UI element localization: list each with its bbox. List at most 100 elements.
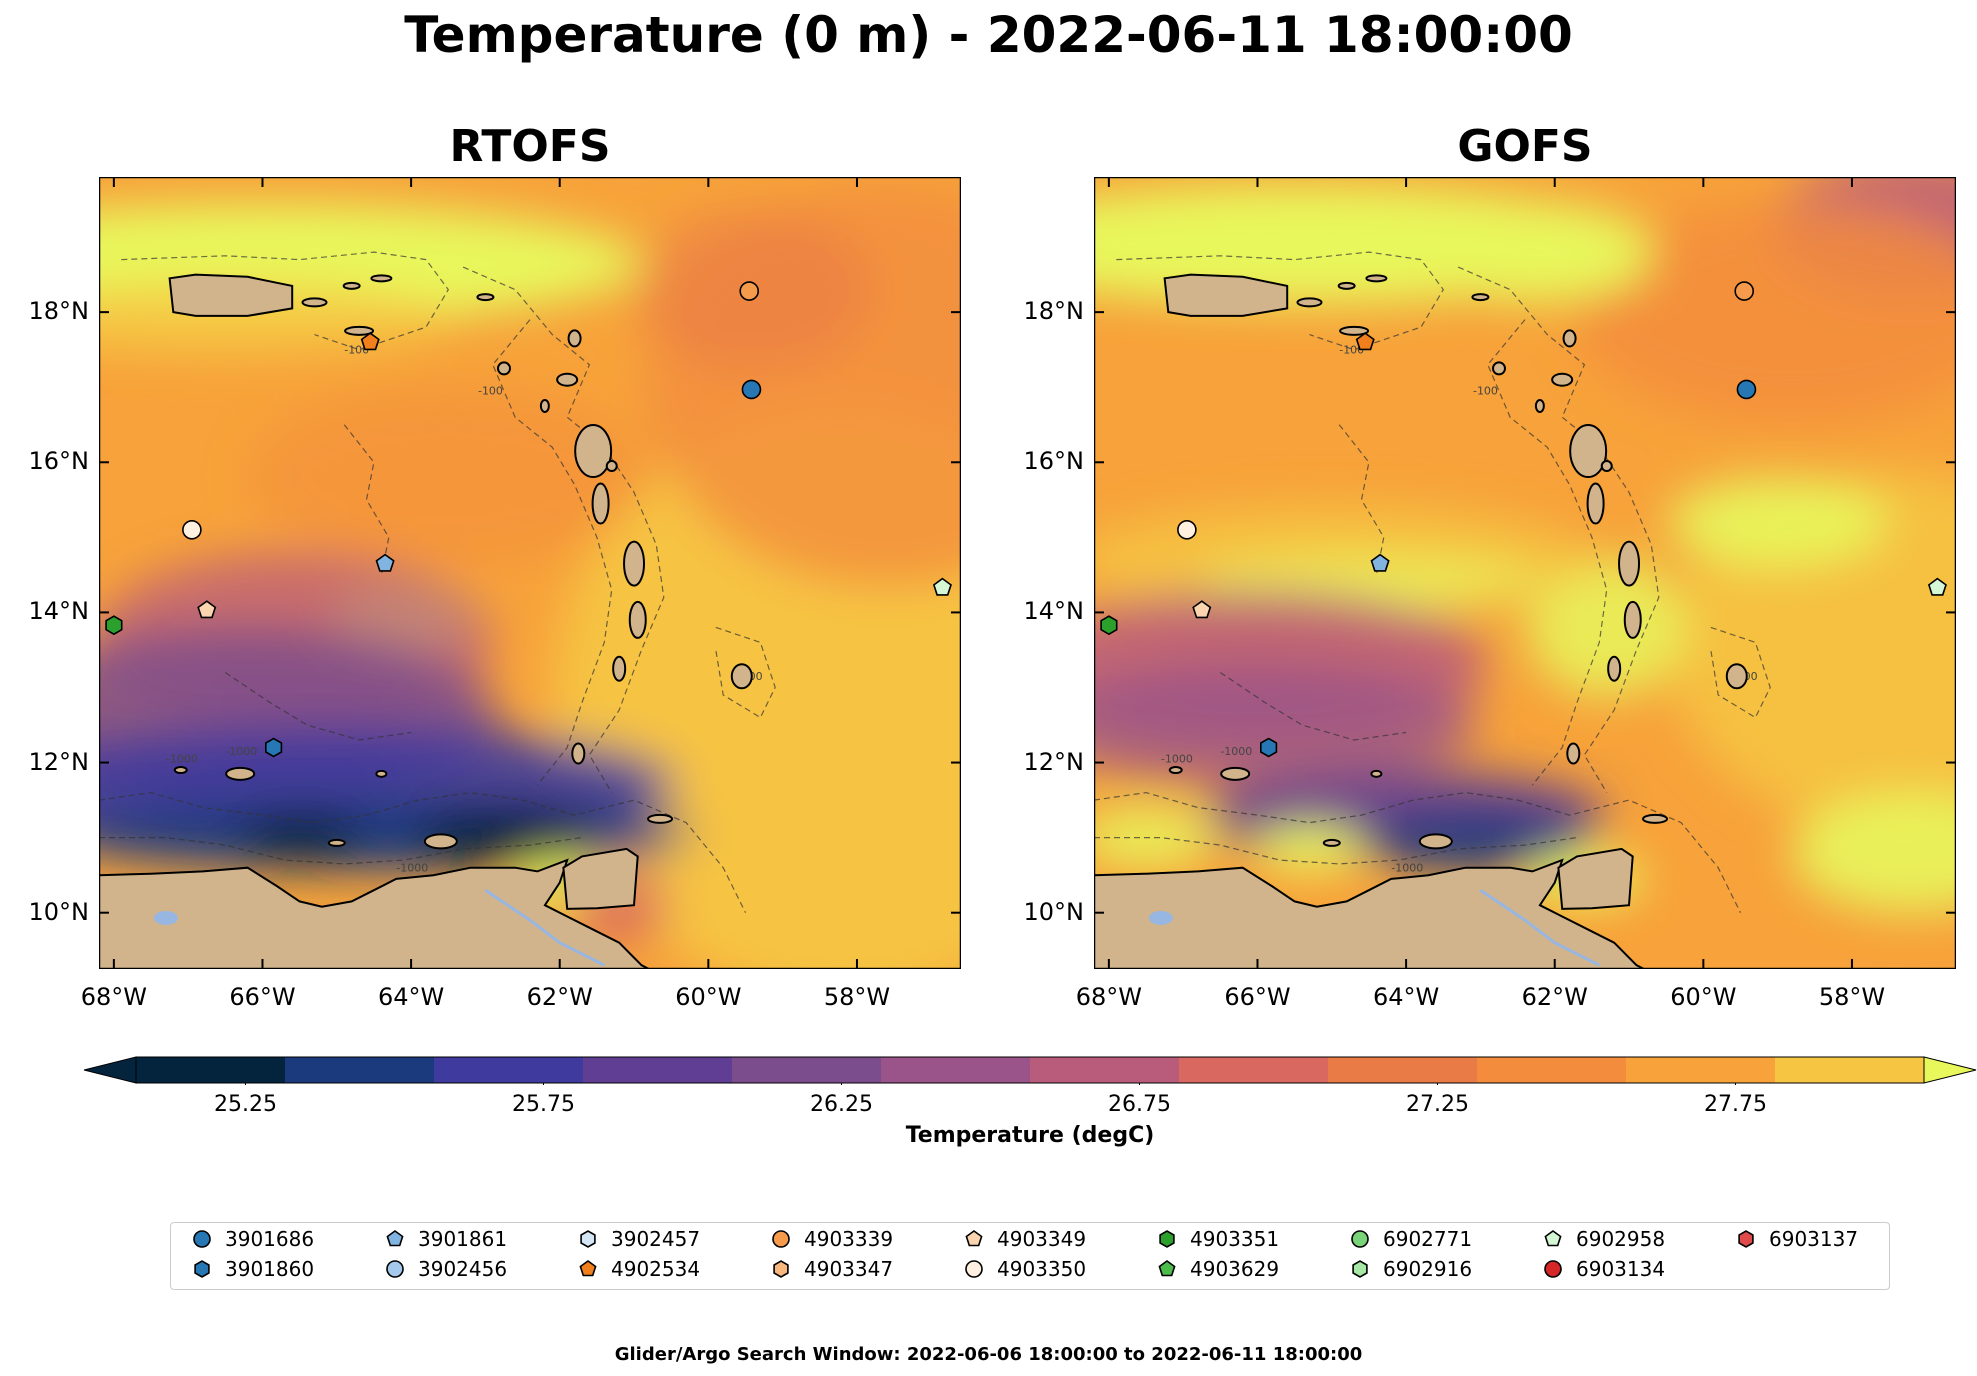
bathymetry-contour [715,626,776,719]
venezuela-land [99,858,650,969]
argo-float-marker [1927,577,1947,596]
legend-label: 6902771 [1383,1227,1473,1251]
legend-item: 6903134 [1542,1257,1665,1281]
colorbar-segment [1626,1057,1776,1083]
island [342,281,361,290]
argo-float-marker [1192,600,1212,619]
island [1725,663,1748,690]
map-frame [99,177,961,969]
lon-tick-label: 64°W [1372,983,1440,1011]
island [1168,766,1183,775]
colorbar-segment [583,1057,733,1083]
temperature-region [1572,202,1956,423]
colorbar-tick-label: 25.25 [214,1092,277,1117]
island [1296,297,1323,308]
bathymetry-contour [492,319,613,786]
island [1607,655,1622,682]
legend-marker [1738,1230,1754,1248]
temperature-region [1667,477,1888,568]
argo-float-marker [1355,332,1375,351]
island [567,329,582,348]
legend-label: 4903339 [804,1227,894,1251]
legend-item: 4902534 [577,1257,700,1281]
legend-label: 4902534 [611,1257,701,1281]
lon-tick-label: 60°W [675,983,742,1011]
island [370,274,393,283]
island [1418,833,1453,850]
island [1337,281,1356,290]
lat-tick-label: 16°N [28,447,90,476]
puerto-rico-island [168,273,294,317]
legend-label: 3901686 [225,1227,315,1251]
lon-tick-label: 60°W [1670,983,1737,1011]
legend-item: 4903350 [963,1257,1086,1281]
legend-label: 3901861 [418,1227,508,1251]
temperature-region [1791,792,1956,913]
colorbar-tick-label: 26.25 [810,1092,873,1117]
legend-label: 4903347 [804,1257,894,1281]
island [1551,372,1574,387]
legend-label: 4903350 [997,1257,1087,1281]
lat-tick-label: 12°N [1023,747,1085,776]
bathymetry-contour [1094,836,1578,865]
colorbar-segment [881,1057,1031,1083]
island [1562,329,1577,348]
contour-label: -100 [344,343,369,356]
legend-label: 4903351 [1190,1227,1280,1251]
island [647,813,674,824]
island [1220,766,1251,781]
legend-item: 4903629 [1156,1257,1279,1281]
argo-float-marker [1177,520,1197,540]
colorbar-segment [285,1057,435,1083]
legend-item: 3902456 [384,1257,507,1281]
temperature-region [1526,557,1687,698]
colorbar-tick-labels: 25.25 25.75 26.25 26.75 27.25 27.75 [0,1092,1977,1122]
bathymetry-contour [462,266,665,793]
legend-item: 3901686 [191,1227,314,1251]
legend-marker [1158,1260,1176,1277]
colorbar-under-extend [83,1056,137,1084]
island [476,293,495,302]
river [1479,888,1600,967]
legend-item: 3901860 [191,1257,314,1281]
island [327,838,346,847]
bathymetry-contour [1219,672,1407,741]
venezuela-land [1094,858,1645,969]
lat-tick-label: 12°N [28,747,90,776]
bathymetry-contour [1094,791,1742,913]
legend-marker [1352,1260,1368,1278]
legend-item: 4903347 [770,1257,893,1281]
island [612,655,627,682]
lon-tick-label: 58°W [1818,983,1886,1011]
river [484,888,605,967]
trinidad-island [562,847,639,910]
bathymetry-contour [1338,424,1385,576]
legend-marker [1159,1230,1175,1248]
colorbar-tick-label: 25.75 [512,1092,575,1117]
argo-float-marker [182,520,202,540]
puerto-rico-island [1163,273,1289,317]
argo-float-marker [360,332,380,351]
colorbar [83,1056,1977,1085]
lon-tick-label: 62°W [526,983,593,1011]
bathymetry-contour [121,251,450,351]
argo-float-marker [932,577,952,596]
island [605,460,618,473]
legend-label: 4903629 [1190,1257,1280,1281]
legend-marker [580,1230,596,1248]
colorbar-label: Temperature (degC) [905,1123,1155,1148]
argo-float-marker [1736,379,1757,400]
island [1471,293,1490,302]
bathymetry-contour [224,672,412,741]
island [1642,813,1669,824]
legend-item: 4903351 [1156,1227,1279,1251]
panel-title-gofs: GOFS [1457,121,1593,172]
colorbar-over-extend [1923,1056,1977,1084]
argo-float-marker [105,615,123,636]
legend-item: 6902958 [1542,1227,1665,1251]
lake [1148,910,1173,925]
lon-tick-label: 62°W [1521,983,1588,1011]
lon-tick-label: 66°W [229,983,296,1011]
contour-label: -100 [1473,385,1498,398]
